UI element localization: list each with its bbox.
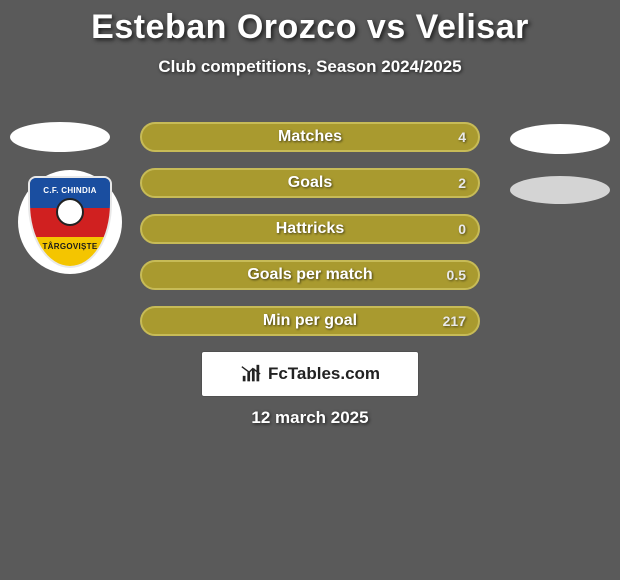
- player-right-avatar-secondary: [510, 176, 610, 204]
- stat-label: Goals per match: [247, 266, 372, 284]
- badge-ball-icon: [56, 198, 84, 226]
- stat-value-right: 4: [458, 129, 466, 145]
- page-subtitle: Club competitions, Season 2024/2025: [0, 57, 620, 77]
- stat-label: Goals: [288, 174, 332, 192]
- stat-row: Goals 2: [140, 168, 480, 198]
- stat-row: Min per goal 217: [140, 306, 480, 336]
- stat-row: Goals per match 0.5: [140, 260, 480, 290]
- stats-panel: Matches 4 Goals 2 Hattricks 0 Goals per match 0…: [140, 122, 480, 352]
- player-left-avatar: [10, 122, 110, 152]
- stat-row: Matches 4: [140, 122, 480, 152]
- date-stamp: 12 march 2025: [0, 408, 620, 428]
- page-title: Esteban Orozco vs Velisar: [0, 0, 620, 47]
- brand-label: FcTables.com: [268, 364, 380, 384]
- player-right-avatar: [510, 124, 610, 154]
- stat-row: Hattricks 0: [140, 214, 480, 244]
- badge-shield: C.F. CHINDIA TÂRGOVIȘTE: [28, 176, 112, 268]
- stat-label: Min per goal: [263, 312, 357, 330]
- club-badge: C.F. CHINDIA TÂRGOVIȘTE: [18, 170, 122, 274]
- stat-value-right: 2: [458, 175, 466, 191]
- brand-box[interactable]: FcTables.com: [202, 352, 418, 396]
- stat-value-right: 0: [458, 221, 466, 237]
- bar-chart-icon: [240, 363, 262, 385]
- stat-label: Hattricks: [276, 220, 344, 238]
- badge-text-top: C.F. CHINDIA: [30, 186, 110, 195]
- stat-value-right: 217: [443, 313, 466, 329]
- badge-text-bottom: TÂRGOVIȘTE: [30, 242, 110, 251]
- stat-value-right: 0.5: [447, 267, 466, 283]
- stat-label: Matches: [278, 128, 342, 146]
